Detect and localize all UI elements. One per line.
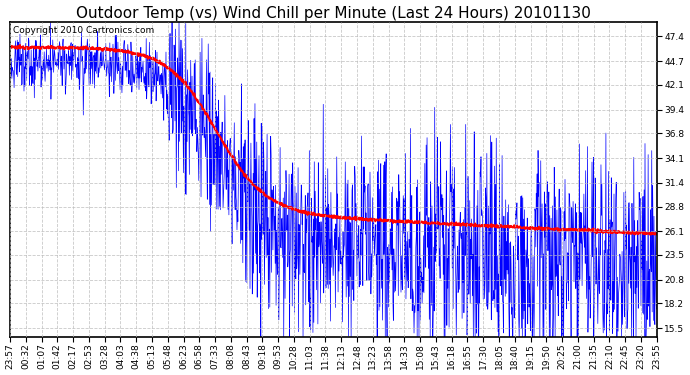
Text: Copyright 2010 Cartronics.com: Copyright 2010 Cartronics.com <box>13 27 155 36</box>
Title: Outdoor Temp (vs) Wind Chill per Minute (Last 24 Hours) 20101130: Outdoor Temp (vs) Wind Chill per Minute … <box>76 6 591 21</box>
